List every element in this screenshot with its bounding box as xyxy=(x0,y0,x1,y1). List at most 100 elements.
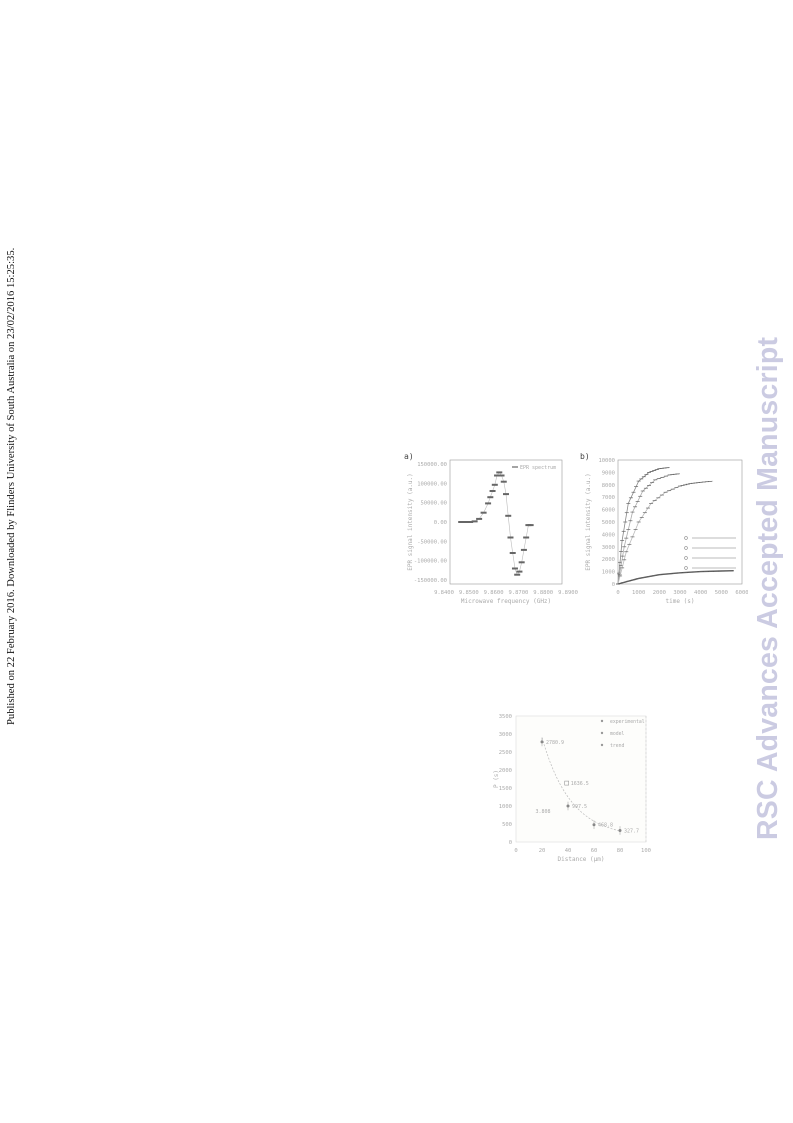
y-axis-label: P (s) xyxy=(493,770,500,788)
y-tick-label: 2000 xyxy=(602,557,615,563)
x-tick-label: 6000 xyxy=(735,590,748,596)
x-tick-label: 4000 xyxy=(694,590,707,596)
data-point xyxy=(471,520,478,523)
spectrum-line xyxy=(461,471,531,576)
y-axis-label: EPR signal intensity (a.u.) xyxy=(585,473,592,571)
annotation-marker xyxy=(564,780,569,786)
figure-c: 0 500 1000 1500 2000 2500 3000 3500 0 20 40 60 80 100… xyxy=(493,714,651,863)
legend-marker xyxy=(684,566,688,570)
legend-marker xyxy=(684,536,688,540)
data-point xyxy=(566,804,570,808)
y-tick-label: 3500 xyxy=(499,714,512,720)
legend-label: EPR spectrum xyxy=(520,465,556,471)
legend-marker xyxy=(600,743,604,747)
data-point xyxy=(458,521,465,523)
legend-label: trend xyxy=(610,743,625,749)
watermark-text: RSC Advances Accepted Manuscript xyxy=(752,336,784,840)
x-tick-label: 9.8500 xyxy=(459,590,479,596)
data-label: 468.8 xyxy=(598,823,613,829)
legend-marker xyxy=(684,556,688,560)
y-tick-label: 2000 xyxy=(499,768,512,774)
x-tick-label: 9.8600 xyxy=(484,590,504,596)
y-tick-label: 1000 xyxy=(499,804,512,810)
x-tick-label: 9.8700 xyxy=(508,590,528,596)
y-tick-label: 0 xyxy=(509,840,512,846)
data-point xyxy=(489,490,496,492)
y-tick-label: 4000 xyxy=(602,532,615,538)
x-tick-label: 9.8400 xyxy=(434,590,454,596)
data-point xyxy=(540,740,544,744)
legend-label: experimental xyxy=(610,719,645,725)
y-tick-label: 0 xyxy=(612,582,615,588)
y-tick-label: 1500 xyxy=(499,786,512,792)
x-tick-label: 2000 xyxy=(653,590,666,596)
data-point xyxy=(592,823,596,827)
y-tick-label: 10000 xyxy=(598,458,615,464)
x-tick-label: 1000 xyxy=(632,590,645,596)
x-tick-label: 40 xyxy=(565,848,572,854)
x-tick-label: 100 xyxy=(641,848,651,854)
data-label: 2780.9 xyxy=(546,740,564,746)
legend-label: model xyxy=(610,731,625,737)
data-point xyxy=(520,548,527,551)
plot-frame xyxy=(515,715,647,843)
figure-a: a)150000.00 100000.00 50000.00 0.00 -50000.0… xyxy=(404,452,578,605)
y-tick-label: 50000.00 xyxy=(421,501,448,507)
x-axis-label: Distance (µm) xyxy=(558,856,605,863)
y-tick-label: 7000 xyxy=(602,495,615,501)
x-tick-label: 0 xyxy=(616,590,619,596)
data-point xyxy=(487,496,494,499)
data-point xyxy=(496,471,503,474)
data-point xyxy=(498,474,505,477)
y-tick-label: 5000 xyxy=(602,520,615,526)
legend-marker xyxy=(600,719,604,723)
trend-curve xyxy=(541,737,621,832)
annotation-label: 3.808 xyxy=(536,809,551,815)
y-tick-label: 100000.00 xyxy=(417,481,447,487)
data-point xyxy=(494,474,501,477)
x-tick-label: 9.8900 xyxy=(558,590,578,596)
data-point xyxy=(503,493,509,496)
margin-note: Published on 22 February 2016. Downloade… xyxy=(4,245,20,725)
data-point xyxy=(480,511,487,514)
y-tick-label: -100000.00 xyxy=(414,559,447,565)
data-label: 997.5 xyxy=(572,804,587,810)
y-tick-label: 0.00 xyxy=(434,520,447,526)
figure-b: b) 0 1000 2000 3000 4000 5000 6000 7000 8000 9000 1… xyxy=(580,452,748,605)
data-label: 327.7 xyxy=(624,828,639,834)
y-axis-label: EPR signal intensity (a.u.) xyxy=(407,473,414,571)
x-tick-label: 9.8800 xyxy=(533,590,553,596)
legend-marker xyxy=(684,546,688,550)
y-tick-label: 8000 xyxy=(602,483,615,489)
y-tick-label: 6000 xyxy=(602,508,615,514)
data-point xyxy=(514,573,521,576)
data-point xyxy=(527,524,534,527)
x-tick-label: 5000 xyxy=(715,590,728,596)
x-tick-label: 0 xyxy=(514,848,517,854)
x-tick-label: 60 xyxy=(591,848,598,854)
data-point xyxy=(491,483,498,486)
panel-label: a) xyxy=(404,452,414,461)
data-point xyxy=(500,480,507,483)
data-point xyxy=(518,561,525,564)
series-line xyxy=(617,467,670,585)
y-tick-label: -150000.00 xyxy=(414,578,447,584)
y-tick-label: 1000 xyxy=(602,570,615,576)
data-point xyxy=(467,521,474,523)
x-tick-label: 80 xyxy=(617,848,624,854)
watermark: RSC Advances Accepted Manuscript xyxy=(748,280,788,840)
x-tick-label: 3000 xyxy=(673,590,686,596)
data-point xyxy=(462,521,469,523)
data-point xyxy=(516,570,523,573)
y-tick-label: -50000.00 xyxy=(417,539,447,545)
data-point xyxy=(509,552,516,554)
y-tick-label: 3000 xyxy=(602,545,615,551)
y-tick-label: 500 xyxy=(502,822,512,828)
x-axis-label: time (s) xyxy=(666,598,695,605)
data-point xyxy=(511,567,518,570)
data-point xyxy=(523,536,530,539)
annotation-label: 1636.5 xyxy=(571,781,589,787)
x-tick-label: 20 xyxy=(539,848,546,854)
data-point xyxy=(476,517,483,520)
data-point xyxy=(507,536,514,539)
